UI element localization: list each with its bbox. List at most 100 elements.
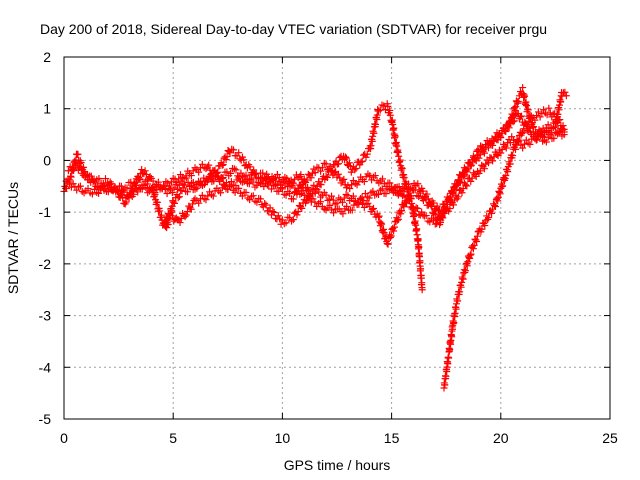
data-point bbox=[548, 125, 556, 133]
data-point bbox=[267, 185, 275, 193]
data-point bbox=[422, 212, 430, 220]
data-point bbox=[400, 203, 408, 211]
axis-ticks bbox=[63, 56, 611, 420]
data-point bbox=[187, 205, 195, 213]
data-point bbox=[349, 192, 357, 200]
data-point bbox=[559, 122, 567, 130]
data-point bbox=[358, 157, 366, 165]
data-point bbox=[297, 203, 305, 211]
data-point bbox=[546, 131, 554, 139]
data-point bbox=[446, 205, 454, 212]
data-point bbox=[380, 229, 388, 237]
data-point bbox=[519, 84, 527, 92]
data-point bbox=[289, 195, 297, 203]
data-point bbox=[282, 219, 290, 227]
data-point bbox=[299, 187, 307, 195]
data-point bbox=[438, 213, 446, 221]
data-point bbox=[551, 110, 559, 118]
data-point bbox=[466, 251, 474, 259]
data-point bbox=[231, 181, 239, 189]
data-point bbox=[338, 177, 346, 185]
data-point bbox=[355, 200, 363, 208]
data-point bbox=[166, 182, 174, 190]
data-point bbox=[407, 192, 415, 200]
data-point bbox=[531, 116, 539, 124]
data-point bbox=[357, 158, 365, 166]
data-point bbox=[311, 169, 319, 177]
data-point bbox=[449, 189, 457, 197]
data-point bbox=[322, 191, 330, 199]
data-point bbox=[379, 225, 387, 233]
data-point bbox=[400, 191, 408, 199]
data-point bbox=[175, 193, 183, 201]
data-point bbox=[298, 204, 306, 212]
data-point bbox=[412, 204, 420, 212]
data-point bbox=[77, 163, 85, 171]
data-point bbox=[322, 160, 330, 168]
data-point bbox=[482, 141, 490, 149]
data-point bbox=[262, 201, 270, 209]
data-point bbox=[95, 189, 103, 197]
data-point bbox=[456, 288, 464, 296]
data-point bbox=[398, 165, 406, 173]
data-point bbox=[283, 174, 291, 182]
data-point bbox=[504, 122, 512, 130]
data-point bbox=[291, 175, 299, 183]
data-point bbox=[209, 192, 217, 200]
data-point bbox=[229, 146, 237, 154]
data-point bbox=[445, 195, 453, 203]
x-tick-label: 20 bbox=[493, 430, 509, 446]
data-point bbox=[130, 190, 138, 198]
data-point bbox=[235, 184, 243, 192]
data-point bbox=[388, 185, 396, 193]
data-point bbox=[350, 201, 358, 209]
data-point bbox=[176, 219, 184, 227]
data-point bbox=[200, 180, 208, 188]
data-point bbox=[269, 208, 277, 216]
data-point bbox=[351, 166, 359, 174]
data-point bbox=[481, 222, 489, 230]
data-point bbox=[418, 286, 426, 294]
data-point bbox=[560, 131, 568, 139]
data-point bbox=[210, 177, 218, 185]
y-axis-title: SDTVAR / TECUs bbox=[5, 182, 21, 294]
data-point bbox=[326, 162, 334, 170]
data-point bbox=[502, 171, 510, 179]
data-point bbox=[101, 175, 109, 183]
data-point bbox=[404, 196, 412, 204]
data-point bbox=[123, 184, 131, 192]
data-point bbox=[184, 188, 192, 196]
data-point bbox=[496, 190, 504, 198]
data-point bbox=[413, 225, 421, 233]
data-point bbox=[261, 200, 269, 208]
y-tick-labels: -5 -4 -3 -2 -1 0 1 2 bbox=[39, 49, 52, 427]
data-point bbox=[187, 172, 195, 180]
plot-frame bbox=[63, 56, 611, 420]
data-point bbox=[371, 172, 379, 180]
data-point bbox=[433, 202, 441, 210]
data-point bbox=[318, 164, 326, 172]
data-point bbox=[501, 142, 509, 150]
data-point bbox=[419, 187, 427, 195]
data-point bbox=[480, 145, 488, 153]
data-point bbox=[242, 189, 250, 197]
data-point bbox=[219, 161, 227, 169]
data-point bbox=[518, 129, 526, 137]
data-point bbox=[286, 183, 294, 191]
data-point bbox=[166, 212, 174, 220]
data-point bbox=[163, 189, 171, 197]
data-point bbox=[257, 169, 265, 177]
data-point bbox=[510, 117, 518, 125]
data-point bbox=[90, 176, 98, 184]
data-point bbox=[250, 169, 258, 177]
data-point bbox=[394, 215, 402, 223]
data-point bbox=[275, 187, 283, 195]
data-point bbox=[468, 174, 476, 182]
data-point bbox=[509, 118, 517, 126]
data-point bbox=[263, 174, 271, 182]
data-point bbox=[293, 211, 301, 219]
data-point bbox=[485, 214, 493, 222]
data-point bbox=[459, 184, 467, 192]
data-point bbox=[533, 136, 541, 144]
